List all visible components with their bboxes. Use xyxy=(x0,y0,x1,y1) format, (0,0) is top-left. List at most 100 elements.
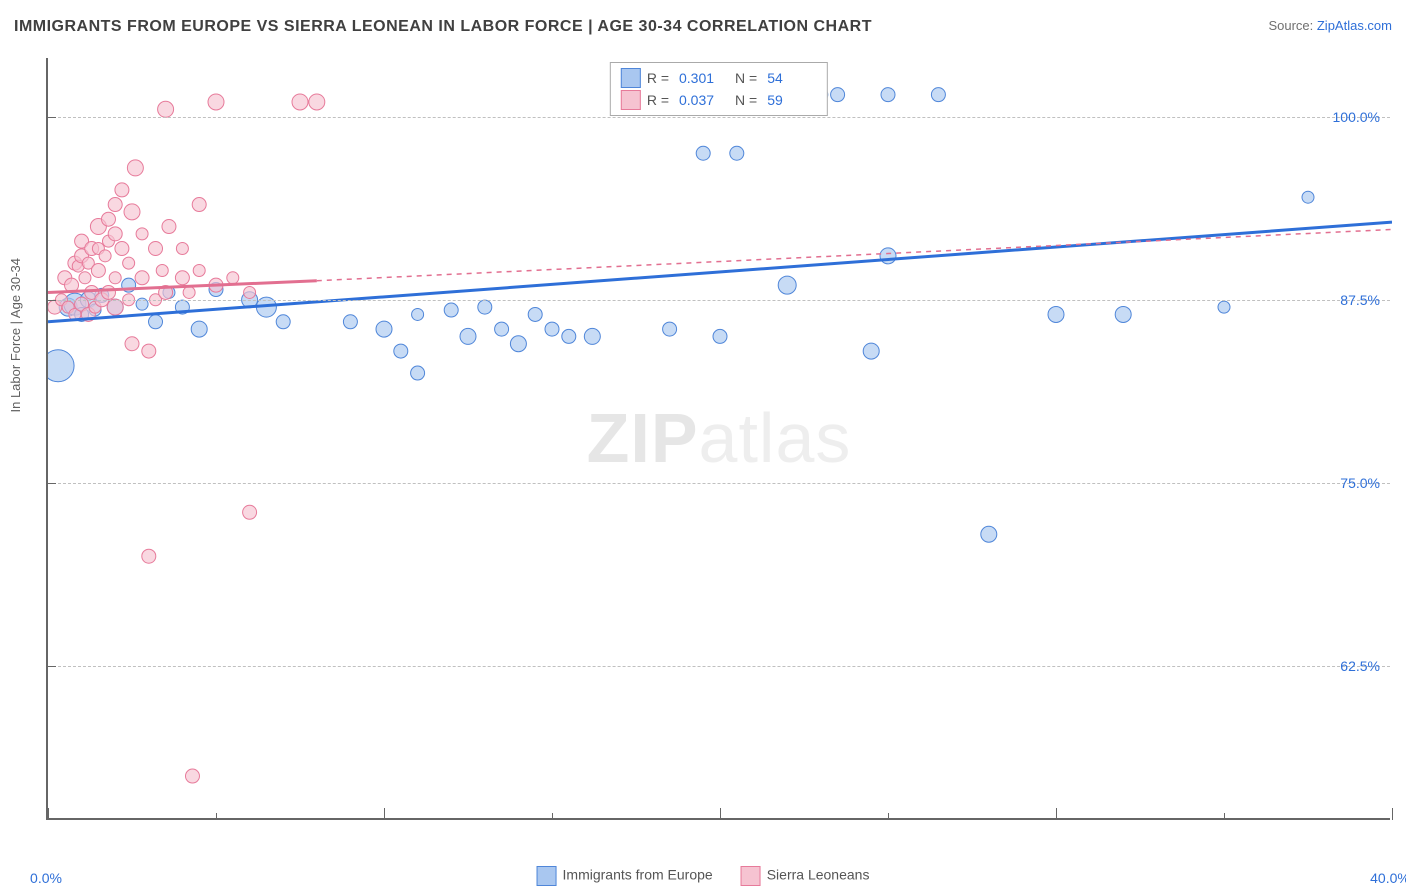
data-point xyxy=(99,250,111,262)
legend-n-label: N = xyxy=(735,89,757,111)
legend-n-label: N = xyxy=(735,67,757,89)
data-point xyxy=(244,286,256,298)
source-attribution: Source: ZipAtlas.com xyxy=(1268,18,1392,33)
data-point xyxy=(1302,191,1314,203)
data-point xyxy=(208,94,224,110)
chart-svg xyxy=(48,58,1392,820)
x-tick-mark xyxy=(48,808,49,820)
data-point xyxy=(79,272,91,284)
data-point xyxy=(193,264,205,276)
data-point xyxy=(1218,301,1230,313)
data-point xyxy=(880,248,896,264)
legend-r-value: 0.037 xyxy=(679,89,729,111)
legend-swatch xyxy=(537,866,557,886)
data-point xyxy=(411,366,425,380)
y-tick-label: 62.5% xyxy=(1340,658,1380,674)
trend-line-extended xyxy=(317,229,1392,280)
legend-series-label: Immigrants from Europe xyxy=(563,867,713,883)
data-point xyxy=(149,315,163,329)
legend-n-value: 59 xyxy=(767,89,817,111)
data-point xyxy=(135,271,149,285)
data-point xyxy=(276,315,290,329)
x-tick-mark xyxy=(216,813,217,820)
x-tick-mark xyxy=(720,808,721,820)
data-point xyxy=(1048,306,1064,322)
data-point xyxy=(48,350,74,382)
legend-series-label: Sierra Leoneans xyxy=(767,867,870,883)
legend-swatch xyxy=(741,866,761,886)
legend-swatch xyxy=(621,68,641,88)
data-point xyxy=(831,88,845,102)
y-tick-label: 75.0% xyxy=(1340,475,1380,491)
gridline xyxy=(48,300,1390,301)
y-tick-label: 100.0% xyxy=(1333,109,1380,125)
data-point xyxy=(125,337,139,351)
data-point xyxy=(713,329,727,343)
data-point xyxy=(191,321,207,337)
data-point xyxy=(1115,306,1131,322)
data-point xyxy=(444,303,458,317)
data-point xyxy=(101,285,115,299)
data-point xyxy=(931,88,945,102)
x-tick-mark xyxy=(1056,808,1057,820)
x-tick-mark xyxy=(1224,813,1225,820)
data-point xyxy=(394,344,408,358)
chart-title: IMMIGRANTS FROM EUROPE VS SIERRA LEONEAN… xyxy=(14,18,872,36)
legend-r-label: R = xyxy=(647,67,669,89)
data-point xyxy=(124,204,140,220)
data-point xyxy=(292,94,308,110)
legend-swatch xyxy=(621,90,641,110)
data-point xyxy=(981,526,997,542)
data-point xyxy=(176,243,188,255)
data-point xyxy=(495,322,509,336)
data-point xyxy=(107,299,123,315)
data-point xyxy=(778,276,796,294)
data-point xyxy=(101,212,115,226)
data-point xyxy=(108,198,122,212)
data-point xyxy=(663,322,677,336)
gridline xyxy=(48,483,1390,484)
correlation-legend: R =0.301N =54R =0.037N =59 xyxy=(610,62,828,116)
data-point xyxy=(136,228,148,240)
trend-line xyxy=(48,222,1392,322)
data-point xyxy=(192,198,206,212)
y-tick-label: 87.5% xyxy=(1340,292,1380,308)
data-point xyxy=(696,146,710,160)
data-point xyxy=(108,227,122,241)
data-point xyxy=(185,769,199,783)
legend-r-label: R = xyxy=(647,89,669,111)
data-point xyxy=(460,328,476,344)
series-legend: Immigrants from Europe Sierra Leoneans xyxy=(537,866,870,886)
data-point xyxy=(545,322,559,336)
data-point xyxy=(149,242,163,256)
data-point xyxy=(156,264,168,276)
gridline xyxy=(48,666,1390,667)
x-tick-mark xyxy=(552,813,553,820)
x-tick-label: 0.0% xyxy=(30,870,62,886)
data-point xyxy=(243,505,257,519)
legend-item: Sierra Leoneans xyxy=(741,866,870,886)
legend-r-value: 0.301 xyxy=(679,67,729,89)
data-point xyxy=(510,336,526,352)
data-point xyxy=(115,242,129,256)
data-point xyxy=(584,328,600,344)
data-point xyxy=(343,315,357,329)
source-link[interactable]: ZipAtlas.com xyxy=(1317,18,1392,33)
data-point xyxy=(109,272,121,284)
x-tick-mark xyxy=(384,808,385,820)
y-tick-mark xyxy=(46,117,56,118)
data-point xyxy=(183,286,195,298)
data-point xyxy=(376,321,392,337)
gridline xyxy=(48,117,1390,118)
data-point xyxy=(123,257,135,269)
data-point xyxy=(730,146,744,160)
x-tick-label: 40.0% xyxy=(1370,870,1406,886)
plot-area: ZIPatlas R =0.301N =54R =0.037N =59 62.5… xyxy=(46,58,1390,820)
data-point xyxy=(158,101,174,117)
data-point xyxy=(562,329,576,343)
x-tick-mark xyxy=(1392,808,1393,820)
data-point xyxy=(175,271,189,285)
data-point xyxy=(142,549,156,563)
legend-item: Immigrants from Europe xyxy=(537,866,713,886)
x-tick-mark xyxy=(888,813,889,820)
